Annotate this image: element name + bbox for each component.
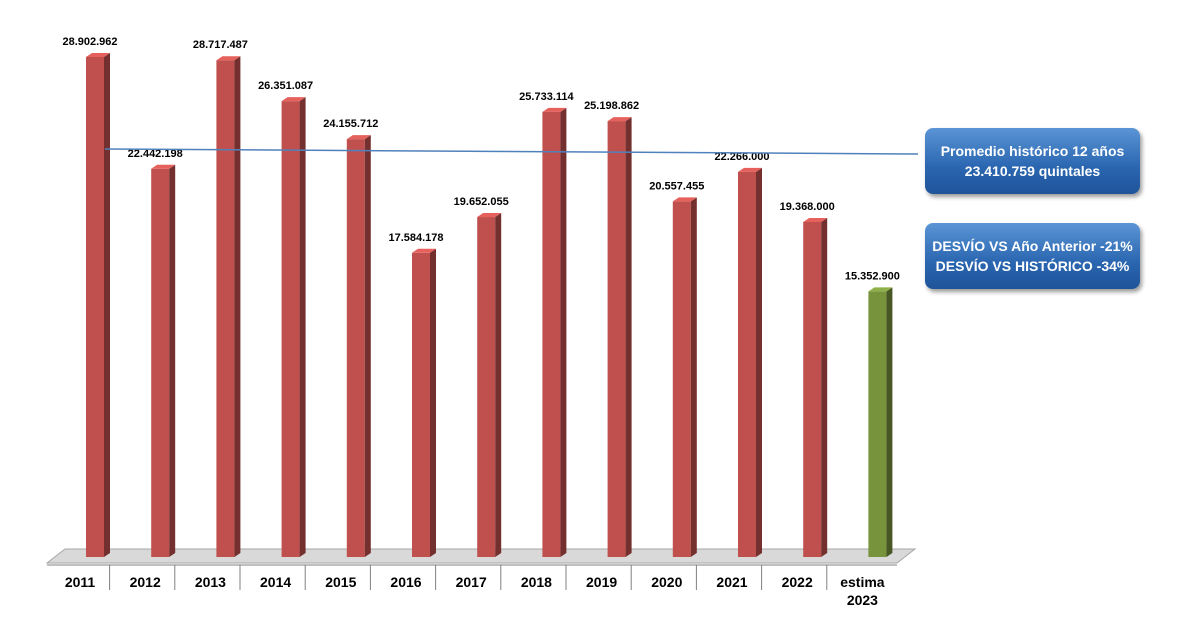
average-value: 23.410.759 quintales (964, 163, 1101, 179)
value-label: 22.442.198 (128, 148, 183, 160)
value-label: 19.652.055 (454, 196, 509, 208)
x-tick-label: 2017 (455, 574, 487, 590)
value-label: 28.717.487 (193, 39, 248, 51)
x-tick-label: 2022 (781, 574, 813, 590)
x-tick-label: 2020 (651, 574, 683, 590)
x-tick-label: 2018 (520, 574, 552, 590)
value-label: 17.584.178 (388, 232, 443, 244)
bar (216, 56, 241, 557)
value-label: 20.557.455 (649, 180, 704, 192)
deviation-callout: DESVÍO VS Año Anterior -21% DESVÍO VS HI… (925, 223, 1140, 289)
value-label: 25.198.862 (584, 100, 639, 112)
x-tick-label: estima 2023 (840, 574, 885, 608)
bar (412, 248, 436, 557)
bar (86, 53, 110, 557)
bar (672, 197, 697, 557)
bar (738, 167, 762, 557)
average-callout: Promedio histórico 12 años 23.410.759 qu… (925, 128, 1140, 194)
bar (607, 117, 632, 557)
x-tick-label: 2015 (325, 574, 357, 590)
value-label: 22.266.000 (714, 151, 769, 163)
value-label: 28.902.962 (62, 36, 117, 48)
x-tick-label: 2014 (260, 574, 292, 590)
value-label: 25.733.114 (519, 91, 574, 103)
value-label: 24.155.712 (323, 118, 378, 130)
annotation: DESVÍO VS Año Anterior -21% (932, 238, 1133, 254)
value-label: 26.351.087 (258, 80, 313, 92)
x-tick-label: 2019 (586, 574, 618, 590)
bar (868, 287, 893, 557)
bar (542, 107, 567, 557)
x-tick-label: 2021 (716, 574, 748, 590)
x-tick-label: 2016 (390, 574, 422, 590)
average-line (104, 148, 919, 155)
x-tick-label: 2011 (64, 574, 96, 590)
value-label: 15.352.900 (845, 270, 900, 282)
annotation: DESVÍO VS HISTÓRICO -34% (935, 258, 1130, 274)
average-label: Promedio histórico 12 años (940, 143, 1125, 159)
bar (151, 164, 176, 557)
bar (281, 97, 306, 557)
bar (346, 135, 371, 557)
bar (477, 213, 502, 558)
x-tick-label: 2012 (129, 574, 161, 590)
value-label: 19.368.000 (780, 201, 835, 213)
x-tick-label: 2013 (194, 574, 226, 590)
bar (803, 217, 828, 558)
